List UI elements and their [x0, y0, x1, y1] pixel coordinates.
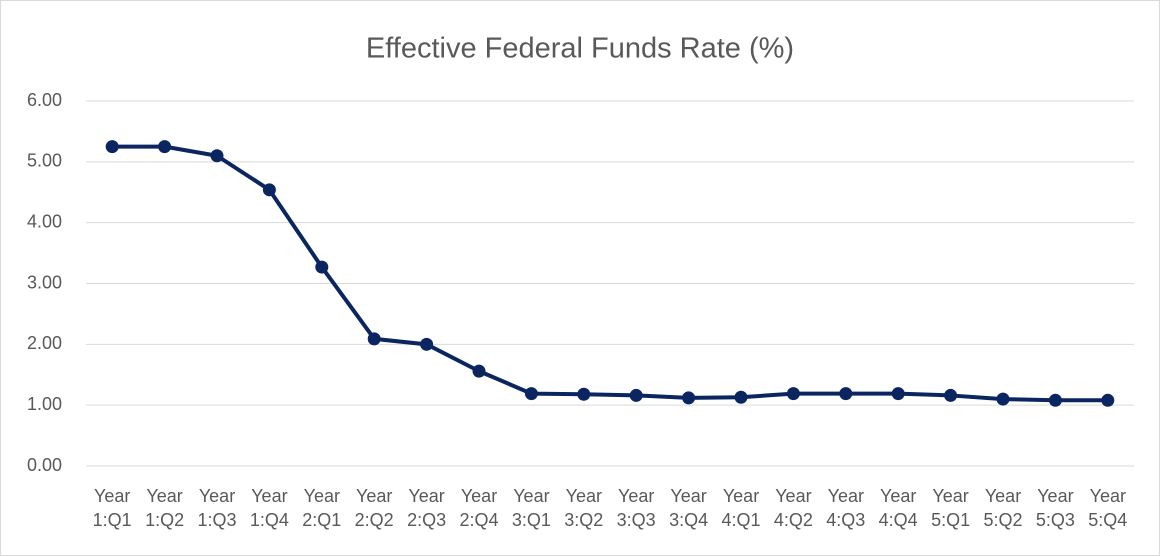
x-tick-label: Year 1:Q2	[145, 486, 184, 530]
y-tick-label: 5.00	[27, 151, 62, 171]
y-tick-label: 2.00	[27, 333, 62, 353]
x-tick-label: Year 2:Q2	[355, 486, 394, 530]
x-tick-label: Year 5:Q1	[931, 486, 970, 530]
x-tick-label: Year 3:Q2	[564, 486, 603, 530]
data-point	[891, 387, 905, 401]
x-tick-label: Year 1:Q4	[250, 486, 289, 530]
x-tick-label: Year 1:Q1	[93, 486, 132, 530]
x-tick-label: Year 1:Q3	[197, 486, 236, 530]
y-tick-label: 6.00	[27, 90, 62, 110]
data-point	[839, 387, 853, 401]
x-tick-label: Year 3:Q4	[669, 486, 708, 530]
y-tick-label: 0.00	[27, 455, 62, 475]
y-tick-label: 1.00	[27, 394, 62, 414]
data-point	[315, 260, 329, 274]
x-tick-label: Year 4:Q1	[721, 486, 760, 530]
data-point	[1048, 393, 1062, 407]
y-tick-label: 3.00	[27, 272, 62, 292]
data-point	[682, 391, 696, 405]
data-point	[1101, 393, 1115, 407]
x-tick-label: Year 5:Q2	[983, 486, 1022, 530]
data-line	[112, 144, 1108, 403]
x-tick-label: Year 4:Q3	[826, 486, 865, 530]
data-point	[786, 387, 800, 401]
data-point	[210, 149, 224, 163]
data-point	[734, 390, 748, 404]
data-point	[996, 392, 1010, 406]
x-tick-label: Year 4:Q2	[774, 486, 813, 530]
x-tick-label: Year 5:Q4	[1088, 486, 1127, 530]
y-tick-label: 4.00	[27, 211, 62, 231]
data-point	[472, 364, 486, 378]
data-point	[944, 388, 958, 402]
data-point	[262, 183, 276, 197]
data-point	[158, 140, 172, 154]
data-point	[420, 337, 434, 351]
data-point	[367, 332, 381, 346]
data-point	[524, 387, 538, 401]
x-tick-label: Year 4:Q4	[879, 486, 918, 530]
chart-title: Effective Federal Funds Rate (%)	[366, 33, 794, 65]
data-point	[577, 387, 591, 401]
x-tick-label: Year 2:Q4	[459, 486, 498, 530]
x-tick-label: Year 2:Q1	[302, 486, 341, 530]
data-point	[105, 140, 119, 154]
data-point	[629, 388, 643, 402]
x-tick-label: Year 2:Q3	[407, 486, 446, 530]
x-tick-label: Year 5:Q3	[1036, 486, 1075, 530]
x-tick-label: Year 3:Q1	[512, 486, 551, 530]
x-tick-label: Year 3:Q3	[617, 486, 656, 530]
